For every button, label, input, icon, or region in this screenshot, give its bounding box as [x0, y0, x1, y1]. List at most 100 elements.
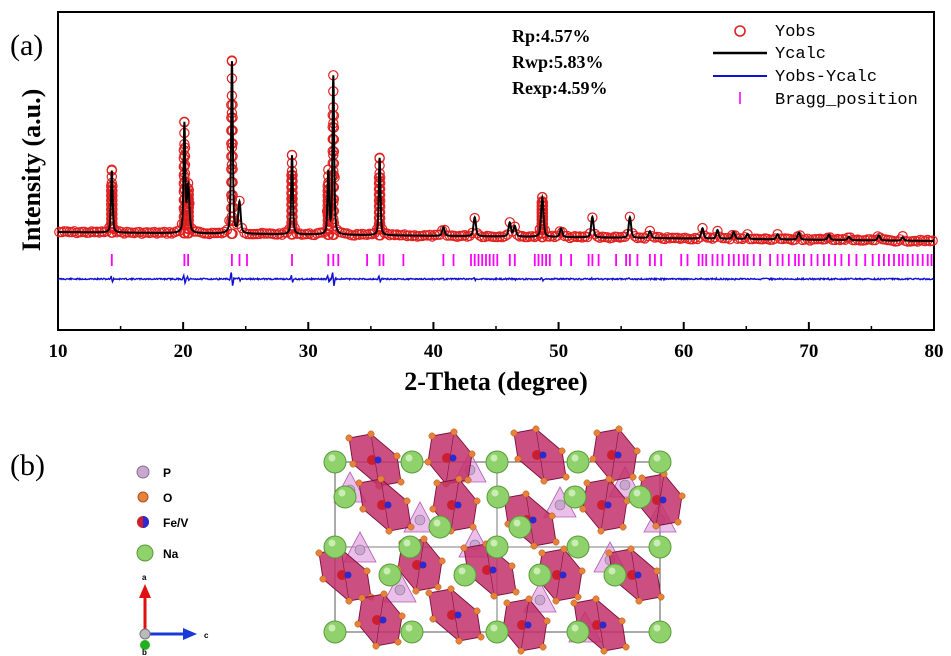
o-atom [420, 535, 428, 543]
p-atom [394, 584, 406, 596]
yobs-point [375, 224, 386, 235]
x-tick-label: 10 [49, 341, 68, 362]
yobs-point [183, 219, 194, 230]
o-atom [424, 458, 432, 466]
o-atom [622, 643, 630, 651]
legend-bragg-label: Bragg_position [775, 91, 918, 110]
na-highlight [403, 539, 411, 547]
atom-legend: P O Fe/V Na [136, 465, 188, 562]
o-atom [385, 527, 393, 535]
p-atom [414, 514, 426, 526]
na-highlight [608, 567, 616, 575]
x-tick-label: 60 [674, 341, 693, 362]
legend-na-icon [136, 544, 154, 562]
na-atom [378, 563, 402, 587]
o-atom [473, 607, 481, 615]
na-atom [323, 535, 347, 559]
structure-panel: (b) P O Fe/V Na a c b [10, 425, 686, 656]
p-atom [619, 479, 631, 491]
legend-o-label: O [163, 491, 172, 505]
o-atom [635, 597, 643, 605]
axis-b-label: b [142, 648, 147, 656]
yobs-point [537, 221, 549, 232]
na-highlight [568, 489, 576, 497]
yobs-point [537, 231, 549, 243]
yobs-point [629, 230, 641, 242]
yobs-point [226, 159, 238, 170]
na-highlight [338, 489, 346, 497]
difference-series [57, 272, 935, 287]
o-atom [407, 523, 415, 531]
o-atom [514, 455, 522, 463]
o-atom [433, 479, 441, 487]
v-atom [379, 616, 387, 624]
o-atom [517, 647, 525, 655]
o-atom [315, 549, 323, 557]
fe-atom [367, 455, 377, 465]
na-atom [485, 450, 509, 474]
ycalc-series [58, 61, 934, 242]
yobs-point [712, 225, 723, 237]
fe-atom [377, 500, 387, 510]
v-atom [659, 496, 667, 504]
na-highlight [491, 489, 499, 497]
fe-atom [652, 495, 662, 505]
o-atom [355, 479, 363, 487]
axis-b-marker [140, 640, 150, 650]
o-atom [447, 585, 455, 593]
x-tick-label: 80 [925, 341, 944, 362]
o-atom [428, 432, 436, 440]
o-atom [678, 492, 686, 500]
na-highlight [571, 454, 579, 462]
o-atom [629, 473, 637, 481]
fe-atom [337, 570, 347, 580]
v-atom [489, 566, 497, 574]
fe-atom [412, 560, 422, 570]
o-atom [429, 505, 437, 513]
na-atom [566, 620, 590, 644]
v-atom [559, 571, 567, 579]
yobs-point [824, 232, 836, 243]
o-atom [674, 518, 682, 526]
yobs-point [644, 225, 656, 237]
axis-c-label: c [204, 631, 209, 640]
yobs-point [537, 224, 549, 236]
v-atom [454, 611, 462, 619]
yobs-point [287, 223, 298, 234]
na-atom [323, 450, 347, 474]
fe-atom [442, 453, 452, 463]
x-axis: 10 20 30 40 50 60 70 80 [49, 322, 944, 362]
na-atom [428, 515, 452, 539]
na-highlight [490, 624, 498, 632]
axis-a-label: a [142, 573, 147, 582]
fe-atom [597, 500, 607, 510]
stat-rwp: Rwp:5.83% [512, 52, 604, 72]
yobs-point [287, 229, 298, 240]
v-atom [539, 451, 547, 459]
yobs-point [227, 202, 238, 214]
na-atom [398, 535, 422, 559]
na-highlight [458, 567, 466, 575]
v-atom [634, 571, 642, 579]
na-highlight [513, 519, 521, 527]
legend-p-label: P [163, 466, 171, 480]
fe-atom [447, 500, 457, 510]
o-atom [592, 595, 600, 603]
o-atom [589, 455, 597, 463]
legend-ycalc-label: Ycalc [775, 45, 826, 64]
na-atom [566, 535, 590, 559]
axis-c-head [183, 628, 197, 640]
p-atom [554, 499, 566, 511]
na-atom [333, 485, 357, 509]
na-atom [603, 563, 627, 587]
fe-atom [552, 570, 562, 580]
na-highlight [571, 624, 579, 632]
na-highlight [571, 539, 579, 547]
o-atom [349, 460, 357, 468]
fe-atom [482, 565, 492, 575]
yobs-point [183, 215, 194, 226]
o-atom [510, 429, 518, 437]
o-atom [562, 473, 570, 481]
o-atom [363, 567, 371, 575]
o-atom [540, 477, 548, 485]
